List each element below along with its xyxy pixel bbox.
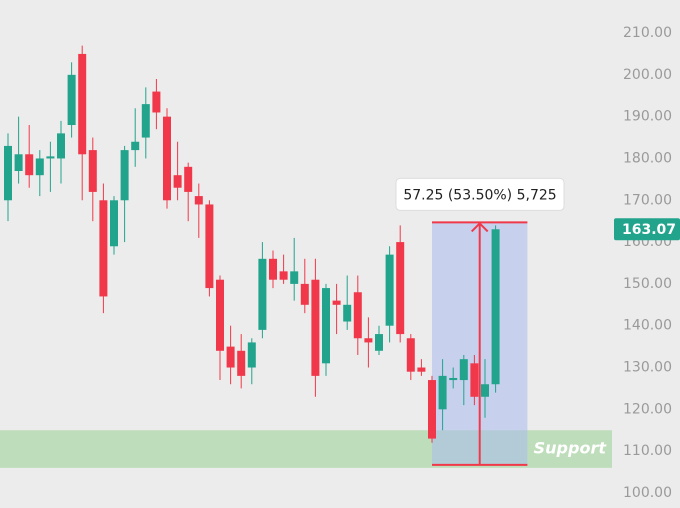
candle-body bbox=[417, 367, 426, 372]
candle-body bbox=[449, 377, 458, 381]
candle-body bbox=[311, 279, 320, 376]
candle-body bbox=[428, 380, 436, 439]
candle-body bbox=[46, 156, 55, 159]
candle-body bbox=[269, 258, 277, 280]
candle-body bbox=[279, 271, 288, 280]
candle-body bbox=[353, 292, 362, 339]
candle-body bbox=[78, 53, 87, 155]
support-label: Support bbox=[534, 439, 608, 458]
y-tick-label: 100.00 bbox=[623, 485, 672, 501]
candle-body bbox=[470, 363, 479, 397]
y-tick-label: 150.00 bbox=[623, 276, 672, 292]
candle-body bbox=[173, 175, 182, 188]
last-price-label: 163.07 bbox=[622, 222, 676, 238]
candle-body bbox=[57, 133, 65, 159]
candle-body bbox=[396, 242, 405, 335]
candle-body bbox=[152, 91, 161, 113]
candle-body bbox=[131, 141, 140, 151]
candle-body bbox=[99, 200, 108, 297]
y-tick-label: 170.00 bbox=[623, 192, 672, 208]
last-price-box bbox=[614, 218, 680, 241]
candle-body bbox=[205, 204, 214, 289]
y-tick-label: 110.00 bbox=[623, 443, 672, 459]
candle-body bbox=[322, 288, 330, 364]
candle-body bbox=[25, 154, 34, 176]
y-tick-label: 190.00 bbox=[623, 109, 672, 125]
y-tick-label: 130.00 bbox=[623, 360, 672, 376]
candle-body bbox=[491, 229, 500, 385]
candle-body bbox=[184, 166, 193, 192]
candle-body bbox=[4, 145, 12, 201]
candle-body bbox=[258, 258, 267, 330]
candle-body bbox=[110, 200, 118, 247]
candle-body bbox=[481, 384, 489, 397]
candle-body bbox=[375, 334, 383, 351]
candle-body bbox=[226, 346, 235, 368]
y-tick-label: 120.00 bbox=[623, 401, 672, 417]
candle-body bbox=[385, 254, 394, 326]
candle-body bbox=[406, 338, 415, 372]
candle-body bbox=[332, 300, 341, 305]
candle-body bbox=[438, 375, 447, 410]
candle-body bbox=[364, 338, 373, 343]
measure-arrowhead bbox=[470, 222, 489, 233]
y-tick-label: 200.00 bbox=[623, 67, 672, 83]
candle-body bbox=[290, 271, 299, 284]
candle-body bbox=[35, 158, 44, 176]
candle-body bbox=[14, 154, 23, 172]
y-tick-label: 180.00 bbox=[623, 150, 672, 166]
candle-body bbox=[120, 150, 129, 201]
candle-body bbox=[67, 74, 76, 126]
candle-body bbox=[88, 150, 97, 192]
candle-body bbox=[343, 304, 352, 322]
candle-body bbox=[216, 279, 224, 351]
measure-label-box bbox=[395, 177, 565, 211]
candle-body bbox=[237, 350, 246, 376]
measure-label: 57.25 (53.50%) 5,725 bbox=[403, 187, 556, 203]
candle-body bbox=[300, 283, 309, 305]
candle-body bbox=[459, 359, 468, 381]
y-tick-label: 210.00 bbox=[623, 25, 672, 41]
candle-body bbox=[141, 104, 150, 138]
candle-body bbox=[247, 342, 256, 368]
candle-body bbox=[194, 196, 203, 205]
candle-body bbox=[163, 116, 171, 201]
y-tick-label: 140.00 bbox=[623, 318, 672, 334]
